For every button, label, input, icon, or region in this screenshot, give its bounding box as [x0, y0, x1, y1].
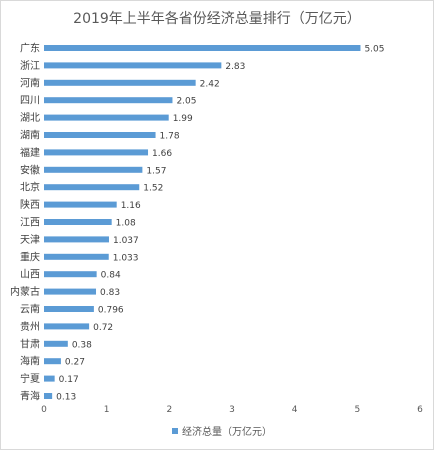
value-label-6: 1.66	[152, 149, 172, 159]
category-label-16: 贵州	[20, 320, 40, 333]
x-tick-4: 4	[292, 405, 298, 415]
category-label-12: 重庆	[20, 250, 40, 263]
value-label-12: 1.033	[113, 253, 139, 263]
value-label-17: 0.38	[72, 340, 92, 350]
bar-9	[44, 201, 117, 208]
category-label-5: 湖南	[20, 129, 40, 142]
category-label-9: 陕西	[20, 198, 40, 211]
legend-swatch	[172, 428, 178, 434]
value-label-2: 2.42	[200, 79, 220, 89]
value-label-7: 1.57	[146, 166, 166, 176]
value-label-0: 5.05	[364, 45, 384, 55]
category-label-13: 山西	[20, 269, 40, 281]
legend: 经济总量（万亿元）	[172, 425, 272, 438]
bar-6	[44, 149, 149, 156]
legend-label: 经济总量（万亿元）	[182, 425, 272, 438]
category-label-7: 安徽	[20, 163, 40, 176]
x-tick-3: 3	[229, 405, 235, 415]
category-label-6: 福建	[20, 146, 40, 159]
value-label-9: 1.16	[121, 201, 141, 211]
bar-3	[44, 97, 173, 104]
bar-18	[44, 358, 61, 365]
x-tick-1: 1	[104, 405, 110, 415]
category-label-15: 云南	[20, 303, 40, 316]
value-label-16: 0.72	[93, 323, 113, 333]
bar-12	[44, 253, 109, 260]
bar-7	[44, 166, 143, 173]
category-label-1: 浙江	[20, 60, 40, 72]
bar-11	[44, 236, 109, 243]
bar-2	[44, 79, 196, 86]
value-label-18: 0.27	[65, 358, 85, 368]
value-label-5: 1.78	[160, 132, 180, 142]
value-label-20: 0.13	[56, 393, 76, 403]
value-label-11: 1.037	[113, 236, 139, 246]
bar-16	[44, 323, 90, 330]
category-label-19: 宁夏	[20, 372, 40, 385]
bar-10	[44, 219, 112, 225]
category-label-20: 青海	[20, 390, 40, 403]
value-label-8: 1.52	[143, 184, 163, 194]
bar-20	[44, 393, 53, 399]
value-label-13: 0.84	[101, 271, 121, 281]
value-label-19: 0.17	[59, 375, 79, 385]
bar-4	[44, 114, 169, 121]
bar-15	[44, 306, 94, 312]
bars-group	[44, 45, 361, 399]
bar-19	[44, 375, 55, 382]
bar-5	[44, 132, 156, 138]
bar-13	[44, 271, 97, 278]
bar-14	[44, 288, 97, 295]
category-label-2: 河南	[20, 76, 40, 89]
category-label-14: 内蒙古	[10, 285, 40, 298]
category-label-3: 四川	[20, 96, 40, 107]
x-tick-5: 5	[354, 405, 360, 415]
x-axis-ticks: 0 1 2 3 4 5 6	[41, 405, 423, 415]
value-label-14: 0.83	[100, 288, 120, 298]
bar-17	[44, 340, 68, 347]
category-label-18: 海南	[20, 355, 40, 368]
category-label-4: 湖北	[20, 112, 40, 124]
value-label-15: 0.796	[98, 306, 124, 316]
value-label-3: 2.05	[176, 97, 196, 107]
x-tick-0: 0	[41, 405, 47, 415]
category-label-17: 甘肃	[20, 337, 40, 350]
category-label-11: 天津	[20, 234, 40, 246]
category-label-8: 北京	[20, 181, 40, 194]
bar-0	[44, 45, 361, 51]
x-tick-2: 2	[166, 405, 172, 415]
bar-1	[44, 62, 222, 69]
x-tick-6: 6	[417, 405, 423, 415]
chart-title: 2019年上半年各省份经济总量排行（万亿元）	[73, 11, 361, 27]
value-labels: 5.05 2.83 2.42 2.05 1.99 1.78 1.66 1.57 1.521.16…	[56, 45, 384, 403]
value-label-10: 1.08	[116, 219, 136, 229]
category-labels: 广东浙江河南四川湖北湖南福建安徽北京陕西江西天津重庆山西内蒙古云南贵州甘肃海南宁…	[10, 42, 40, 403]
value-label-1: 2.83	[225, 62, 245, 72]
value-label-4: 1.99	[173, 114, 193, 124]
category-label-0: 广东	[20, 42, 40, 55]
category-label-10: 江西	[20, 217, 40, 229]
bar-8	[44, 184, 140, 191]
